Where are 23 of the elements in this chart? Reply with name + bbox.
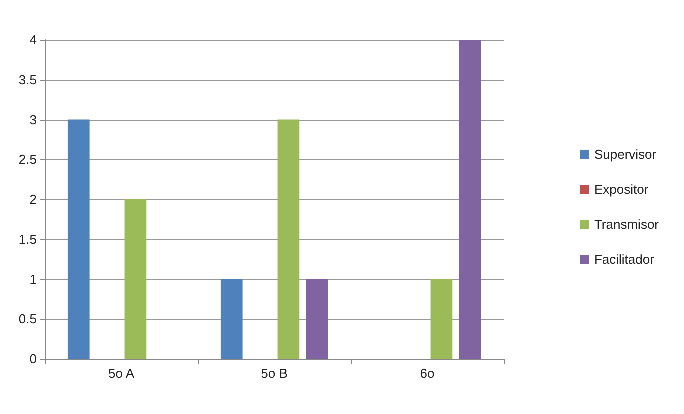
legend-label: Supervisor — [594, 147, 658, 162]
x-tick-label: 6o — [420, 366, 435, 381]
y-tick-label: 0 — [30, 352, 37, 366]
y-tick-label: 1.5 — [18, 232, 37, 247]
y-tick-label: 2 — [30, 192, 37, 207]
legend-label: Expositor — [594, 182, 650, 197]
bar — [278, 120, 300, 359]
y-tick-label: 0.5 — [18, 312, 37, 327]
bar — [68, 120, 90, 359]
legend-label: Transmisor — [594, 217, 660, 232]
x-tick-label: 5o B — [261, 366, 288, 381]
bar — [459, 40, 482, 359]
y-tick-label: 4 — [30, 32, 37, 48]
y-tick-label: 2.5 — [18, 152, 37, 168]
y-tick-label: 1 — [30, 272, 37, 287]
bar — [220, 279, 243, 359]
y-tick-label: 3 — [30, 112, 37, 128]
x-tick-label: 5o A — [108, 366, 135, 381]
bar — [124, 200, 147, 359]
legend-label: Facilitador — [594, 252, 656, 267]
bar — [430, 279, 453, 359]
y-tick-label: 3.5 — [18, 72, 37, 88]
bar — [306, 279, 328, 359]
